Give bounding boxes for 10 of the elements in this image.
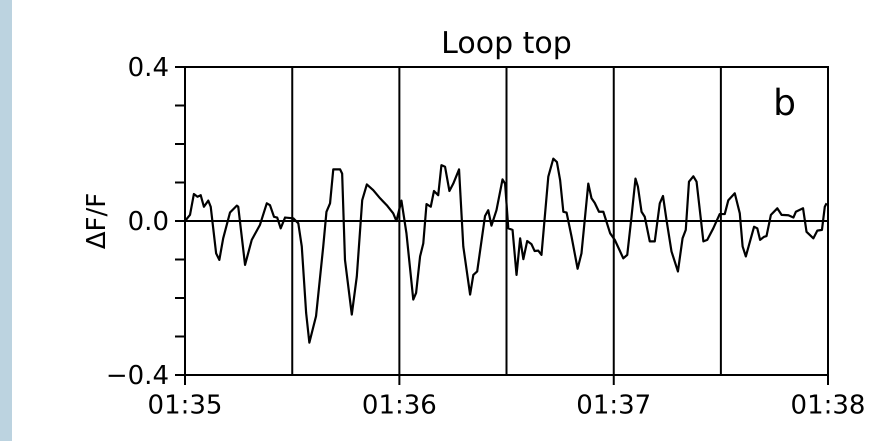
y-tick-label: −0.4: [106, 361, 169, 392]
y-tick-label: 0.0: [128, 207, 169, 238]
x-tick-label: 01:38: [790, 390, 866, 420]
y-tick-label: 0.4: [128, 53, 169, 84]
x-tick-label: 01:35: [148, 390, 222, 420]
chart-title: Loop top: [441, 26, 572, 61]
x-tick-label: 01:37: [576, 390, 652, 420]
x-tick-label: 01:36: [362, 390, 437, 420]
annotation: b: [773, 83, 796, 124]
y-axis-title: ΔF/F: [82, 192, 112, 250]
